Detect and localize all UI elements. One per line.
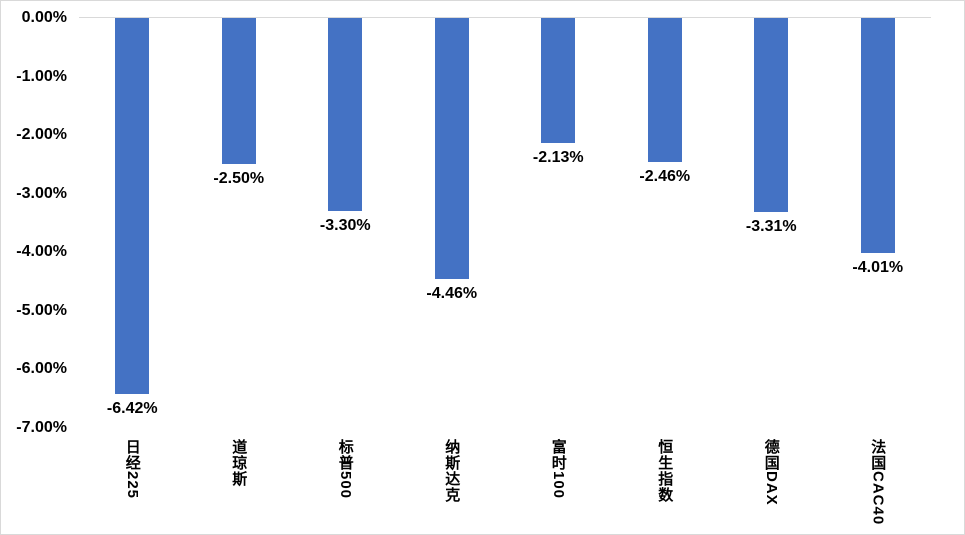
y-tick-label: -3.00% <box>16 184 67 202</box>
category-label: 富时100 <box>549 439 567 500</box>
bar-data-label: -3.30% <box>319 217 371 235</box>
category-label: 恒生指数 <box>656 439 674 503</box>
y-tick-label: -4.00% <box>16 243 67 261</box>
bar-7 <box>754 18 789 212</box>
bar-2 <box>221 18 256 165</box>
y-tick-label: 0.00% <box>21 9 67 26</box>
bar-data-label: -4.46% <box>426 285 478 303</box>
bar-data-label: -2.46% <box>639 168 691 186</box>
bar-data-label: -4.01% <box>852 258 904 276</box>
bar-6 <box>647 18 682 163</box>
y-tick-label: -5.00% <box>16 301 67 319</box>
category-label: 法国CAC40 <box>869 439 887 526</box>
bar-5 <box>541 18 576 143</box>
bar-data-label: -2.50% <box>213 170 265 188</box>
y-tick-label: -7.00% <box>16 419 67 436</box>
bar-data-label: -3.31% <box>745 217 797 235</box>
bar-data-label: -2.13% <box>532 148 584 166</box>
category-label: 德国DAX <box>762 439 780 506</box>
bar-data-label: -6.42% <box>106 400 158 418</box>
bar-8 <box>860 18 895 253</box>
y-tick-label: -1.00% <box>16 67 67 85</box>
zero-gridline <box>79 17 931 18</box>
bar-3 <box>328 18 363 212</box>
y-tick-label: -2.00% <box>16 126 67 144</box>
y-tick-label: -6.00% <box>16 360 67 378</box>
bar-4 <box>434 18 469 280</box>
category-label: 日经225 <box>123 439 141 500</box>
category-label: 标普500 <box>336 439 354 500</box>
bar-1 <box>115 18 150 395</box>
category-label: 纳斯达克 <box>443 439 461 503</box>
category-label: 道琼斯 <box>230 439 248 487</box>
